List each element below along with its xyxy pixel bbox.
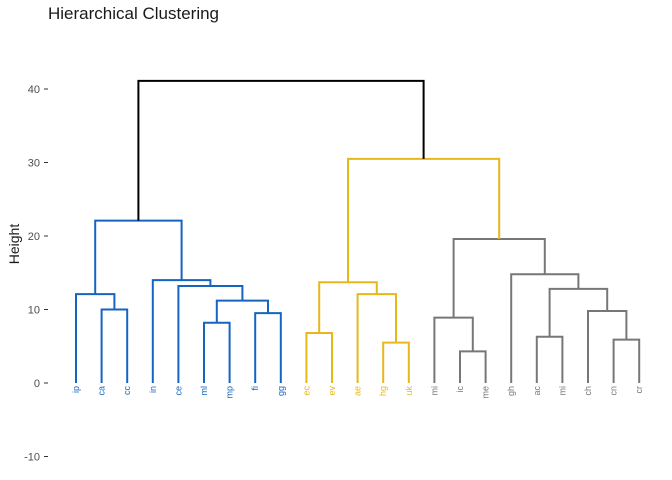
dendrogram-branch xyxy=(433,316,474,383)
leaf-label: ac xyxy=(532,386,542,396)
dendrogram-branch xyxy=(254,312,282,383)
leaf-label: uk xyxy=(404,386,414,396)
dendrogram-branch xyxy=(215,299,269,323)
y-tick-label: 20 xyxy=(28,231,40,243)
y-tick-label: 0 xyxy=(34,378,40,390)
y-tick-label: -10 xyxy=(24,452,40,464)
dendrogram-branch xyxy=(548,287,609,337)
dendrogram-branch xyxy=(94,219,183,295)
leaf-label: mi xyxy=(557,386,567,396)
leaf-label: ca xyxy=(97,386,107,396)
y-axis: -10 0 10 20 30 40 xyxy=(24,84,48,464)
dendrogram-branch xyxy=(510,273,580,383)
dendrogram-branch xyxy=(452,237,546,318)
leaf-label: fi xyxy=(250,386,260,391)
dendrogram-branch xyxy=(318,281,378,334)
leaf-label: cn xyxy=(609,386,619,396)
y-tick-label: 10 xyxy=(28,305,40,317)
dendrogram-branch xyxy=(203,321,231,383)
leaf-label: hg xyxy=(378,386,388,396)
y-tick-label: 40 xyxy=(28,84,40,96)
y-axis-title: Height xyxy=(6,224,22,265)
leaf-label: ic xyxy=(455,386,465,393)
leaf-label: cr xyxy=(634,386,644,394)
leaf-label: me xyxy=(481,386,491,399)
leaf-label: mi xyxy=(429,386,439,396)
dendrogram-branch xyxy=(137,79,425,221)
dendrogram-branch xyxy=(151,279,212,383)
leaf-label: ev xyxy=(327,386,337,396)
dendrogram-branch xyxy=(347,157,501,283)
leaf-label: ip xyxy=(71,386,81,393)
leaf-labels: ip ca cc in ce ml mp fi gg ec ev ae hg uk mi ic me gh ac mi… xyxy=(71,386,644,399)
leaf-label: ch xyxy=(583,386,593,396)
leaf-label: ce xyxy=(173,386,183,396)
y-tick-label: 30 xyxy=(28,158,40,170)
leaf-label: in xyxy=(148,386,158,393)
dendrogram-branch xyxy=(356,293,397,383)
dendrogram-branch xyxy=(382,341,410,383)
dendrogram-branches xyxy=(75,79,641,383)
dendrogram-branch xyxy=(459,350,487,383)
dendrogram-branch xyxy=(100,308,129,383)
leaf-label: ae xyxy=(353,386,363,396)
leaf-label: ec xyxy=(301,386,311,396)
leaf-label: ml xyxy=(199,386,209,396)
leaf-label: gh xyxy=(506,386,516,396)
dendrogram-branch xyxy=(75,293,116,383)
dendrogram-branch xyxy=(535,335,564,383)
dendrogram-branch xyxy=(305,332,333,383)
dendrogram-branch xyxy=(587,309,628,383)
chart-title: Hierarchical Clustering xyxy=(48,4,220,23)
dendrogram-branch xyxy=(612,338,641,383)
leaf-label: mp xyxy=(225,386,235,399)
leaf-label: cc xyxy=(122,386,132,396)
leaf-label: gg xyxy=(276,386,286,396)
